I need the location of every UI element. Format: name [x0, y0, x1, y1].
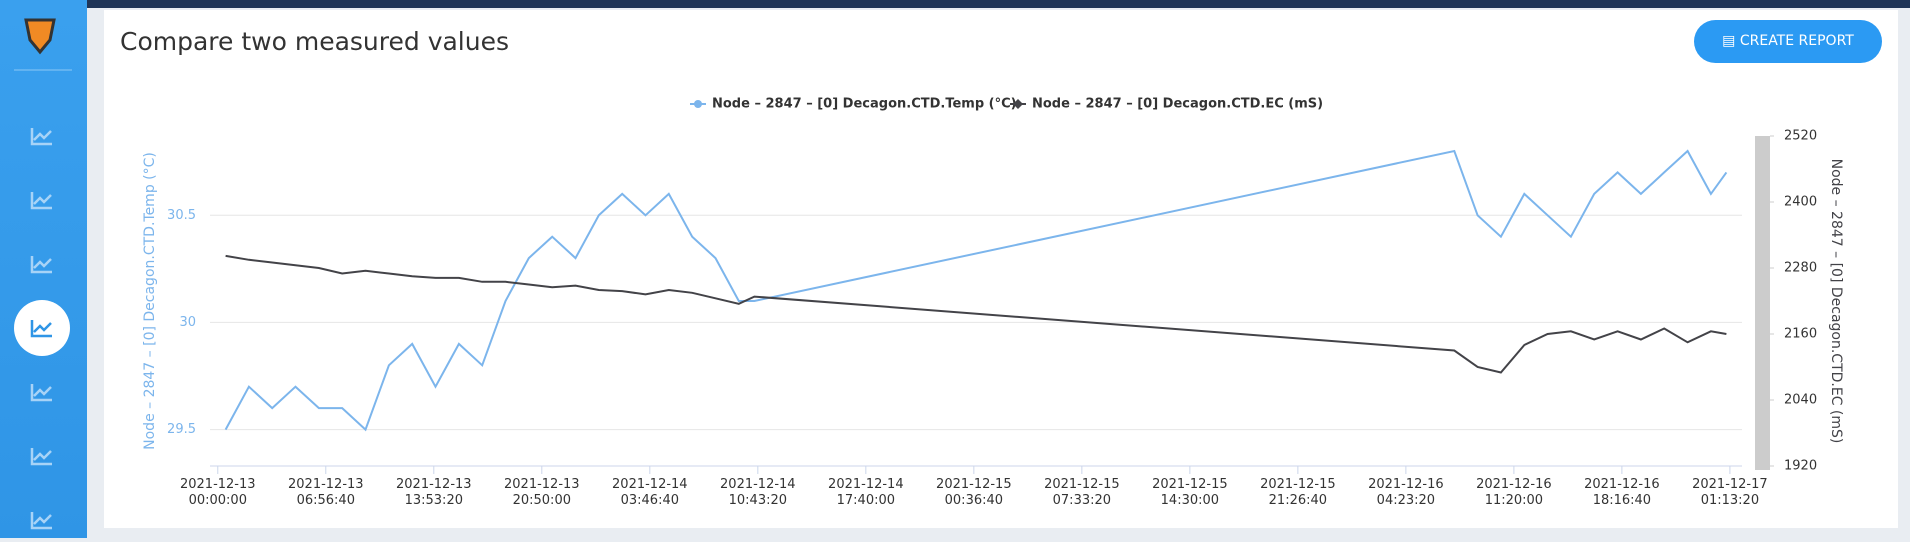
- nav-icons[interactable]: [30, 128, 52, 530]
- card: [104, 10, 1898, 528]
- sidebar: [0, 0, 87, 538]
- nav-active-icon: [30, 320, 52, 338]
- create-report-button[interactable]: ▤ CREATE REPORT: [1694, 20, 1882, 63]
- top-bar: [87, 0, 1910, 8]
- sidebar-icons: [14, 18, 72, 530]
- button-label[interactable]: CREATE REPORT: [1739, 33, 1854, 49]
- logo: [24, 18, 56, 55]
